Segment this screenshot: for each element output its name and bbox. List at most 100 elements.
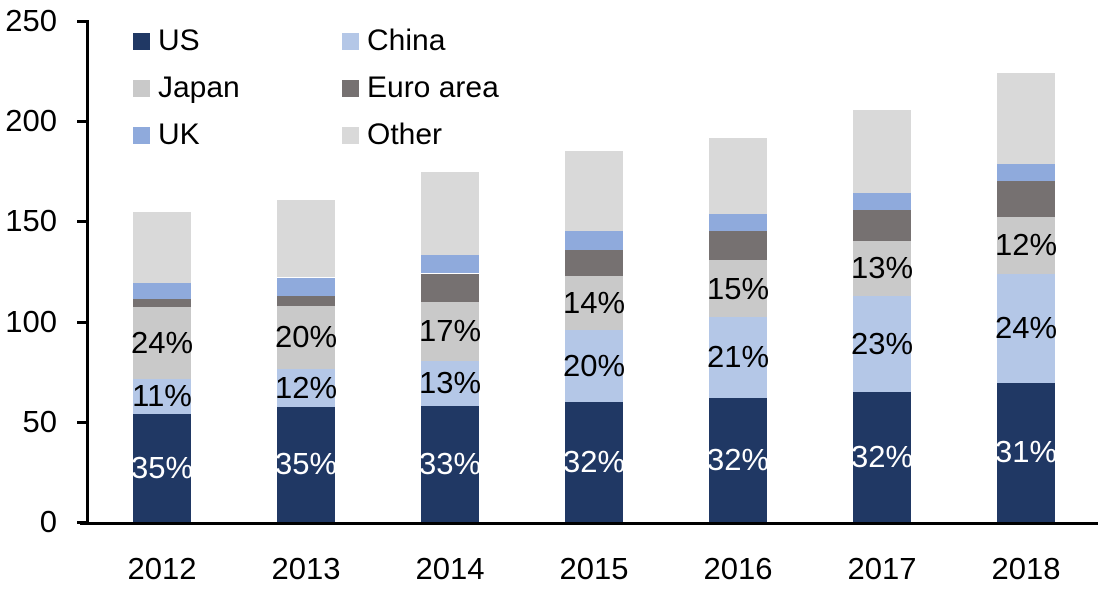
bar-segment-us	[277, 406, 335, 522]
x-tick-label: 2015	[559, 551, 629, 586]
bar-segment-uk	[709, 214, 767, 232]
bar-segment-euro-area	[853, 210, 911, 242]
y-tick-mark	[77, 220, 86, 224]
bar-segment-label: 14%	[562, 284, 626, 320]
bar-segment-us	[853, 391, 911, 522]
y-tick-label: 0	[39, 504, 57, 539]
legend-label: UK	[158, 118, 200, 151]
bar-segment-china	[565, 329, 623, 402]
bar-segment-other	[565, 151, 623, 232]
legend-label: Japan	[158, 71, 240, 104]
y-tick-mark	[77, 521, 86, 524]
y-tick-label: 250	[5, 3, 57, 38]
bar-segment-other	[997, 73, 1055, 165]
bar-segment-us	[565, 401, 623, 522]
bar-segment-euro-area	[565, 250, 623, 276]
x-tick-label: 2013	[271, 551, 341, 586]
bar-segment-euro-area	[133, 298, 191, 307]
bar-segment-label: 21%	[706, 339, 770, 375]
legend-item-us: US	[133, 24, 200, 58]
x-axis-line	[80, 522, 1098, 525]
legend-swatch-icon	[133, 32, 150, 50]
y-tick-mark	[77, 320, 86, 324]
bar-segment-other	[709, 138, 767, 215]
bar-segment-us	[709, 397, 767, 522]
bar-segment-label: 23%	[850, 325, 914, 361]
bar-segment-uk	[277, 277, 335, 296]
bar-segment-uk	[997, 164, 1055, 182]
x-tick-label: 2016	[703, 551, 773, 586]
y-tick-label: 150	[5, 203, 57, 239]
bar-segment-uk	[421, 255, 479, 274]
bar-segment-euro-area	[277, 295, 335, 306]
bar-segment-japan	[133, 306, 191, 379]
bar-segment-other	[133, 212, 191, 283]
bar-segment-label: 13%	[418, 365, 482, 401]
bar-segment-japan	[565, 275, 623, 330]
bar-segment-label: 32%	[850, 438, 914, 474]
x-tick-label: 2018	[991, 551, 1061, 586]
bar-segment-label: 15%	[706, 270, 770, 306]
legend-swatch-icon	[133, 126, 150, 144]
bar-segment-us	[997, 382, 1055, 522]
bar-segment-china	[709, 316, 767, 398]
legend-item-china: China	[342, 24, 445, 58]
legend-label: Euro area	[367, 71, 499, 104]
x-tick-label: 2017	[847, 551, 917, 586]
bar-segment-uk	[133, 282, 191, 299]
bar-segment-us	[421, 405, 479, 522]
bar-segment-china	[997, 273, 1055, 383]
bar-segment-label: 24%	[994, 310, 1058, 346]
legend-item-other: Other	[342, 118, 442, 152]
bar-segment-japan	[421, 301, 479, 361]
y-tick-mark	[77, 420, 86, 424]
bar-segment-label: 32%	[562, 443, 626, 479]
legend-swatch-icon	[342, 79, 359, 97]
bar-segment-uk	[853, 193, 911, 211]
legend-swatch-icon	[342, 126, 359, 144]
x-tick-label: 2012	[127, 551, 197, 586]
legend-item-japan: Japan	[133, 71, 240, 105]
bar-segment-label: 12%	[994, 227, 1058, 263]
legend-swatch-icon	[342, 32, 359, 50]
bar-segment-other	[853, 110, 911, 194]
legend-label: China	[367, 24, 446, 57]
bar-segment-label: 11%	[132, 378, 192, 414]
bar-segment-other	[277, 200, 335, 278]
bar-segment-uk	[565, 231, 623, 251]
bar-segment-label: 35%	[130, 449, 194, 485]
legend-item-euro-area: Euro area	[342, 71, 499, 105]
y-axis-line	[86, 20, 89, 525]
bar-segment-china	[277, 368, 335, 407]
x-tick-label: 2014	[415, 551, 485, 586]
bar-segment-label: 17%	[418, 313, 482, 349]
legend-item-uk: UK	[133, 118, 200, 152]
legend-label: Other	[367, 118, 443, 151]
bar-segment-label: 12%	[274, 369, 338, 405]
bar-segment-euro-area	[997, 181, 1055, 218]
bar-segment-label: 31%	[994, 434, 1058, 470]
y-tick-label: 100	[5, 303, 57, 339]
bar-segment-label: 20%	[274, 319, 338, 355]
y-tick-label: 50	[22, 403, 57, 439]
bar-segment-euro-area	[709, 231, 767, 261]
bar-segment-us	[133, 413, 191, 522]
y-tick-mark	[77, 20, 86, 23]
legend-label: US	[158, 24, 200, 57]
y-tick-label: 200	[5, 103, 57, 139]
bar-segment-japan	[853, 241, 911, 296]
y-tick-mark	[77, 120, 86, 124]
bar-segment-japan	[277, 305, 335, 369]
bar-segment-euro-area	[421, 273, 479, 302]
bar-segment-label: 24%	[130, 324, 194, 360]
bar-segment-label: 32%	[706, 441, 770, 477]
bar-segment-japan	[997, 217, 1055, 274]
legend-swatch-icon	[133, 79, 150, 97]
bar-segment-china	[133, 378, 191, 414]
bar-segment-label: 13%	[850, 250, 914, 286]
bar-segment-other	[421, 172, 479, 256]
bar-segment-japan	[709, 260, 767, 317]
bar-segment-china	[421, 360, 479, 406]
